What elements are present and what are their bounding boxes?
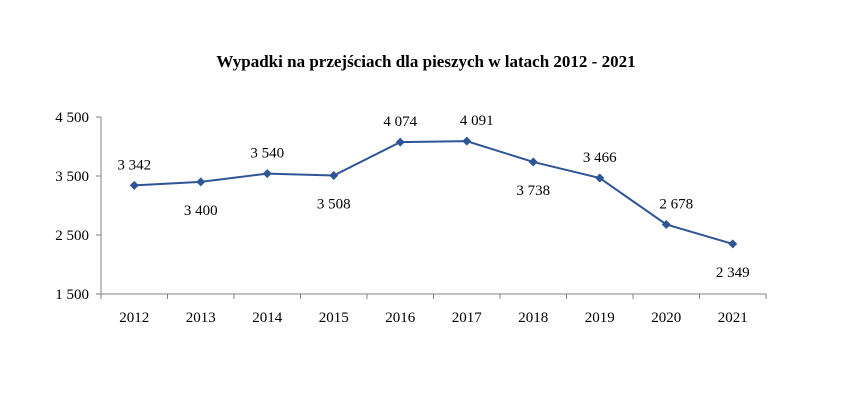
series-line [134,140,734,245]
data-point-marker [661,219,671,229]
x-tick-label: 2017 [452,310,483,326]
data-label: 3 466 [583,150,617,166]
chart-title: Wypadki na przejściach dla pieszych w la… [216,52,636,71]
data-label: 3 508 [317,197,351,213]
x-tick-label: 2019 [585,310,615,326]
x-tick-label: 2012 [119,310,149,326]
x-tick-label: 2015 [319,310,349,326]
x-tick-label: 2020 [651,310,681,326]
y-tick-label: 4 500 [55,110,89,126]
data-label: 3 400 [184,203,218,219]
data-point-marker [595,173,605,183]
data-label: 3 540 [250,146,284,162]
y-tick-label: 1 500 [55,287,89,303]
data-point-marker [395,137,405,147]
x-tick-label: 2021 [718,310,748,326]
data-point-marker [728,239,738,249]
data-point-marker [196,177,206,187]
data-point-marker [528,157,538,167]
data-point-marker [329,171,339,181]
data-point-marker [262,169,272,179]
data-point-marker [129,180,139,190]
x-tick-label: 2018 [518,310,548,326]
data-label: 3 738 [516,183,550,199]
data-point-marker [462,136,472,146]
x-tick-label: 2014 [252,310,283,326]
data-label: 3 342 [117,157,151,173]
y-tick-label: 2 500 [55,228,89,244]
data-label: 2 678 [659,196,693,212]
data-label: 4 091 [460,113,494,129]
x-tick-label: 2016 [385,310,416,326]
y-tick-label: 3 500 [55,169,89,185]
x-tick-label: 2013 [186,310,216,326]
data-label: 4 074 [383,114,417,130]
data-label: 2 349 [716,265,750,281]
